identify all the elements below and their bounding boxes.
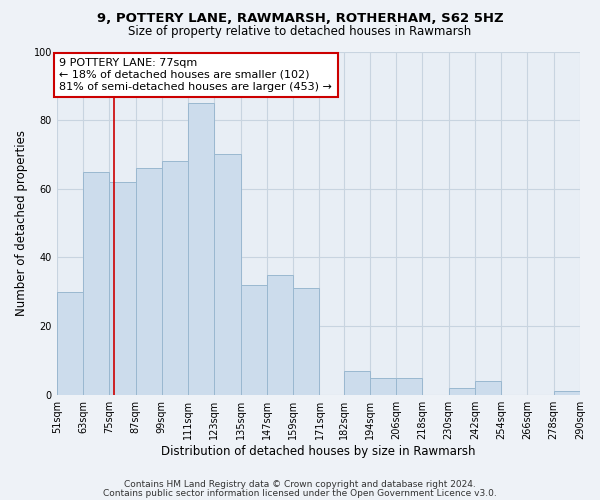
- Bar: [162, 162, 188, 394]
- Bar: [136, 168, 162, 394]
- Bar: [83, 172, 109, 394]
- Text: Size of property relative to detached houses in Rawmarsh: Size of property relative to detached ho…: [128, 25, 472, 38]
- Bar: [396, 378, 422, 394]
- Bar: [554, 392, 580, 394]
- Y-axis label: Number of detached properties: Number of detached properties: [15, 130, 28, 316]
- Text: Contains public sector information licensed under the Open Government Licence v3: Contains public sector information licen…: [103, 488, 497, 498]
- Bar: [344, 370, 370, 394]
- Text: Contains HM Land Registry data © Crown copyright and database right 2024.: Contains HM Land Registry data © Crown c…: [124, 480, 476, 489]
- X-axis label: Distribution of detached houses by size in Rawmarsh: Distribution of detached houses by size …: [161, 444, 476, 458]
- Bar: [293, 288, 319, 395]
- Bar: [267, 274, 293, 394]
- Bar: [449, 388, 475, 394]
- Bar: [475, 381, 501, 394]
- Text: 9 POTTERY LANE: 77sqm
← 18% of detached houses are smaller (102)
81% of semi-det: 9 POTTERY LANE: 77sqm ← 18% of detached …: [59, 58, 332, 92]
- Bar: [214, 154, 241, 394]
- Bar: [241, 285, 267, 395]
- Text: 9, POTTERY LANE, RAWMARSH, ROTHERHAM, S62 5HZ: 9, POTTERY LANE, RAWMARSH, ROTHERHAM, S6…: [97, 12, 503, 26]
- Bar: [57, 292, 83, 395]
- Bar: [370, 378, 396, 394]
- Bar: [109, 182, 136, 394]
- Bar: [188, 103, 214, 395]
